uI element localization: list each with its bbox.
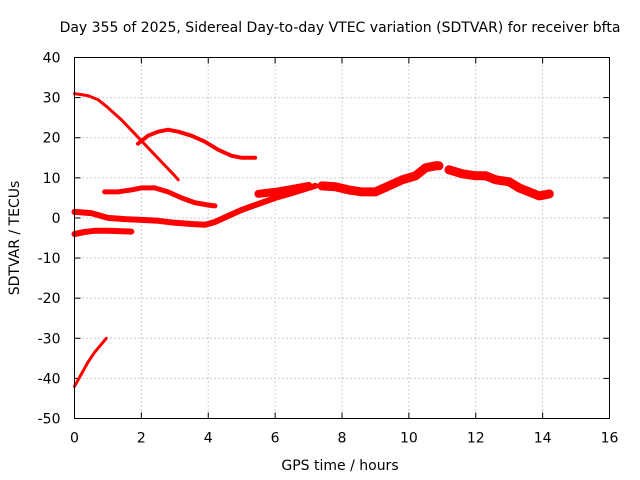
series-line-arc-2: [136, 127, 258, 160]
series-line-arc-5: [71, 227, 135, 237]
data-series: [71, 92, 554, 388]
chart-title: Day 355 of 2025, Sidereal Day-to-day VTE…: [60, 20, 621, 36]
y-tick-label: -30: [38, 331, 61, 347]
plot-frame: [74, 57, 610, 419]
y-tick-label: 40: [43, 51, 61, 67]
grid-lines: [74, 57, 610, 419]
series-line-arc-6: [73, 336, 108, 388]
y-tick-label: -50: [38, 412, 61, 428]
series-line-arc-7: [254, 181, 313, 198]
x-tick-label: 2: [137, 431, 146, 447]
y-tick-label: 20: [43, 131, 61, 147]
x-tick-label: 12: [467, 431, 485, 447]
series-line-arc-1: [73, 92, 180, 182]
series-line-arc-4: [71, 182, 319, 228]
series-line-arc-9: [444, 165, 554, 201]
x-tick-label: 0: [70, 431, 79, 447]
x-tick-label: 10: [400, 431, 418, 447]
y-tick-label: -10: [38, 251, 61, 267]
y-tick-label: 30: [43, 91, 61, 107]
y-tick-label: -20: [38, 291, 61, 307]
y-tick-label: -40: [38, 371, 61, 387]
y-axis-label: SDTVAR / TECUs: [7, 181, 23, 296]
x-tick-label: 16: [601, 431, 619, 447]
axis-ticks: 0 2 4 6 8 10 12 14 16 -50 -40 -30 -20 -10 0 10 20 30 40: [38, 51, 619, 447]
series-line-arc-8: [317, 161, 444, 197]
x-tick-label: 8: [338, 431, 347, 447]
x-tick-label: 4: [204, 431, 213, 447]
x-tick-label: 6: [271, 431, 280, 447]
y-tick-label: 10: [43, 171, 61, 187]
y-tick-label: 0: [52, 211, 61, 227]
x-tick-label: 14: [534, 431, 552, 447]
series-line-arc-3: [102, 185, 218, 209]
x-axis-label: GPS time / hours: [281, 458, 398, 474]
